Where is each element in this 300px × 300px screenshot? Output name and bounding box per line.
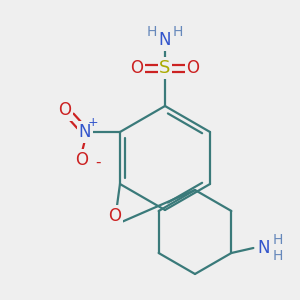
Text: O: O (109, 207, 122, 225)
Text: O: O (58, 101, 71, 119)
Text: H: H (272, 249, 283, 263)
Text: N: N (257, 239, 270, 257)
Text: N: N (159, 31, 171, 49)
Text: H: H (272, 233, 283, 247)
Text: -: - (95, 154, 101, 169)
Text: O: O (187, 59, 200, 77)
Text: N: N (79, 123, 91, 141)
Text: S: S (159, 59, 171, 77)
Text: O: O (130, 59, 143, 77)
Text: H: H (147, 25, 157, 39)
Text: H: H (173, 25, 183, 39)
Text: +: + (88, 116, 98, 128)
Text: O: O (76, 151, 88, 169)
